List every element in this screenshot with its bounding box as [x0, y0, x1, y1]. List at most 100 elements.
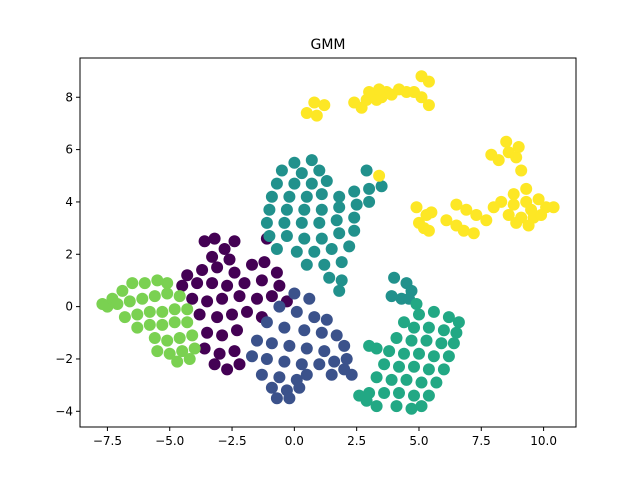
data-point	[308, 96, 321, 109]
data-point	[278, 355, 291, 368]
data-point	[422, 389, 435, 402]
data-point	[290, 245, 303, 258]
data-point	[218, 243, 231, 255]
data-point	[427, 350, 440, 363]
data-point	[295, 167, 308, 180]
data-point	[502, 209, 515, 221]
data-point	[280, 230, 293, 242]
data-point	[335, 274, 348, 287]
data-point	[246, 350, 258, 363]
chart-title: GMM	[310, 37, 345, 53]
data-point	[156, 305, 169, 318]
cluster-5	[300, 70, 560, 240]
data-point	[547, 201, 560, 214]
data-point	[413, 308, 425, 321]
data-point	[206, 277, 219, 290]
data-point	[265, 190, 278, 203]
data-point	[176, 345, 189, 358]
data-point	[413, 347, 425, 360]
data-point	[373, 83, 386, 96]
data-point	[280, 203, 293, 216]
data-point	[308, 311, 321, 324]
data-point	[300, 190, 313, 203]
data-point	[437, 363, 450, 376]
data-point	[151, 345, 164, 358]
data-point	[295, 216, 308, 229]
data-point	[410, 201, 423, 214]
data-point	[216, 329, 229, 342]
data-point	[422, 99, 435, 112]
data-point	[487, 201, 500, 214]
data-point	[255, 274, 268, 287]
data-point	[136, 292, 149, 305]
data-point	[350, 198, 363, 211]
data-point	[452, 316, 465, 329]
data-point	[131, 308, 144, 321]
data-point	[188, 342, 201, 355]
data-point	[278, 321, 291, 334]
data-point	[198, 342, 211, 355]
data-point	[251, 334, 263, 347]
x-tick-label: 10.0	[530, 434, 557, 448]
data-point	[265, 337, 278, 350]
data-point	[181, 303, 194, 316]
data-point	[310, 109, 323, 122]
data-point	[183, 353, 196, 365]
x-tick-label: −7.5	[93, 434, 122, 448]
data-point	[333, 284, 346, 297]
data-point	[283, 392, 296, 405]
data-point	[241, 305, 253, 318]
data-point	[315, 203, 328, 216]
data-point	[173, 290, 186, 303]
data-point	[228, 345, 241, 358]
data-point	[300, 368, 313, 381]
data-point	[168, 303, 181, 316]
data-point	[270, 177, 283, 190]
data-point	[335, 256, 348, 269]
data-point	[201, 326, 214, 339]
data-point	[270, 392, 283, 405]
data-point	[360, 164, 373, 177]
data-point	[315, 232, 328, 245]
cluster-1	[246, 287, 358, 405]
data-point	[390, 400, 403, 413]
data-point	[480, 214, 493, 227]
data-point	[450, 326, 463, 339]
data-point	[305, 177, 318, 190]
data-point	[118, 311, 131, 324]
data-point	[525, 203, 538, 216]
data-point	[283, 190, 296, 203]
data-point	[260, 316, 273, 329]
data-point	[138, 277, 151, 290]
data-point	[330, 329, 343, 342]
data-point	[422, 363, 435, 376]
data-point	[156, 318, 169, 331]
data-point	[420, 334, 433, 347]
data-point	[325, 243, 338, 255]
data-point	[318, 258, 331, 271]
data-point	[385, 373, 398, 386]
y-tick-label: −4	[55, 404, 73, 418]
data-point	[325, 368, 338, 381]
data-point	[298, 324, 311, 337]
data-point	[116, 284, 129, 297]
plot-area-frame	[79, 57, 577, 428]
data-point	[246, 258, 258, 271]
data-point	[363, 86, 376, 98]
data-point	[520, 182, 533, 195]
data-point	[290, 305, 303, 318]
data-point	[213, 347, 226, 360]
y-tick-label: 2	[65, 247, 73, 261]
data-point	[422, 75, 435, 88]
data-point	[206, 250, 219, 263]
data-point	[390, 332, 403, 344]
x-axis: −7.5 −5.0 −2.5 0.0 2.5 5.0 7.5 10.0	[93, 427, 557, 448]
data-point	[143, 318, 156, 331]
data-point	[328, 355, 341, 368]
data-point	[201, 295, 214, 308]
data-point	[333, 201, 346, 214]
data-point	[415, 91, 428, 104]
data-point	[532, 193, 545, 206]
data-point	[422, 224, 435, 237]
